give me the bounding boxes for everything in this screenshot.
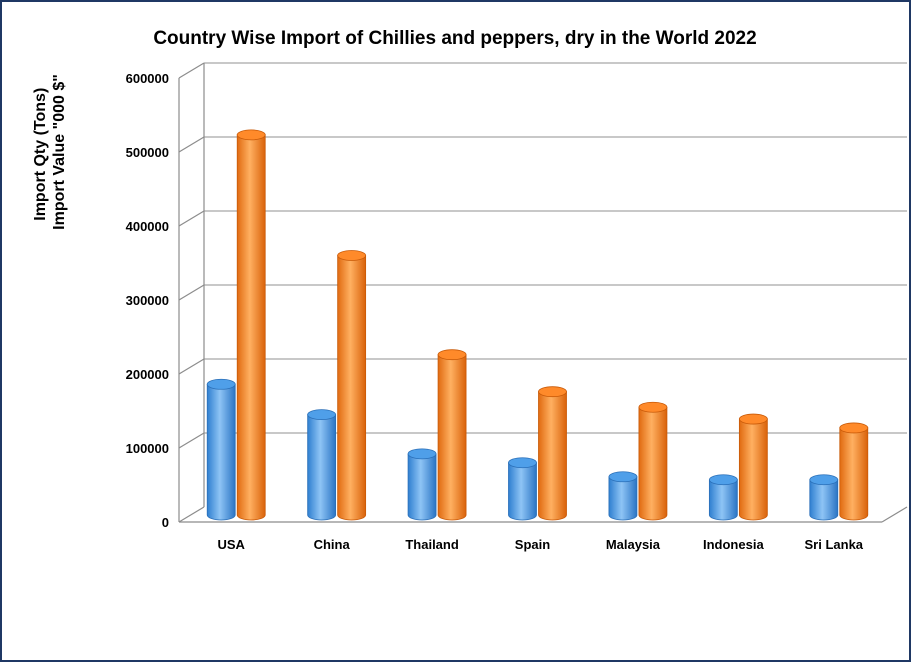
grid-diagonal (178, 210, 205, 227)
bar-body (839, 427, 869, 521)
bar-series1-china (307, 409, 337, 521)
bar-top (407, 448, 437, 460)
x-tick-label: Spain (515, 537, 550, 552)
y-tick-label: 300000 (126, 293, 169, 308)
y-tick-label: 0 (162, 515, 169, 530)
bar-body (608, 476, 638, 521)
bars (206, 129, 869, 521)
bar-top (809, 474, 839, 486)
y-tick-label: 100000 (126, 441, 169, 456)
grid-diagonal (178, 358, 205, 375)
bar-body (809, 479, 839, 521)
bar-series2-usa (236, 129, 266, 521)
bar-body (738, 418, 768, 521)
bar-top (337, 250, 367, 261)
bar-top (437, 349, 467, 361)
x-tick-label: Indonesia (703, 537, 764, 552)
bar-body (307, 414, 337, 521)
x-tick-label: USA (217, 537, 245, 552)
bar-body (638, 406, 668, 521)
grid-diagonal (178, 506, 205, 523)
bar-body (437, 354, 467, 521)
bar-series2-spain (538, 386, 567, 521)
bar-body (337, 255, 367, 521)
bar-body (508, 462, 537, 521)
bar-series2-sri-lanka (839, 422, 869, 521)
y-tick-labels: 0 100000 200000 300000 400000 500000 600000 (126, 71, 169, 530)
y-axis-label-line1: Import Qty (Tons) (32, 88, 49, 221)
bar-top (307, 409, 337, 421)
y-axis-label: Import Qty (Tons) Import Value "000 $" (32, 74, 68, 230)
x-tick-label: Sri Lanka (805, 537, 864, 552)
bar-series2-thailand (437, 349, 467, 521)
y-tick-label: 200000 (126, 367, 169, 382)
floor-right-edge (881, 506, 908, 523)
bar-series1-usa (206, 378, 236, 521)
x-tick-label: Malaysia (606, 537, 661, 552)
bar-top (236, 129, 266, 141)
bar-series1-thailand (407, 448, 437, 521)
bar-body (538, 391, 567, 521)
bar-series1-indonesia (708, 474, 738, 521)
bar-top (206, 378, 236, 390)
bar-series1-sri-lanka (809, 474, 839, 521)
bar-top (608, 471, 638, 483)
bar-body (407, 453, 437, 521)
grid-diagonal (178, 62, 205, 79)
bar-series1-spain (508, 457, 537, 521)
bar-series2-indonesia (738, 413, 768, 521)
bar-body (236, 134, 266, 521)
bar-top (738, 413, 768, 425)
bar-top (538, 386, 567, 398)
y-tick-label: 600000 (126, 71, 169, 86)
x-tick-label: China (314, 537, 351, 552)
bar-series1-malaysia (608, 471, 638, 521)
grid-diagonal (178, 136, 205, 153)
bar-top (839, 422, 869, 434)
x-tick-labels: USA China Thailand Spain Malaysia Indonesia Sr… (217, 537, 863, 552)
y-tick-label: 400000 (126, 219, 169, 234)
bar-body (206, 383, 236, 521)
bar-top (638, 401, 668, 413)
bar-body (708, 479, 738, 521)
x-tick-label: Thailand (405, 537, 459, 552)
bar-top (708, 474, 738, 486)
grid-diagonal (178, 432, 205, 449)
chart-title: Country Wise Import of Chillies and pepp… (153, 28, 756, 49)
bar-series2-china (337, 250, 367, 521)
y-tick-label: 500000 (126, 145, 169, 160)
grid-diagonal (178, 284, 205, 301)
bar-top (508, 457, 537, 469)
bar-series2-malaysia (638, 401, 668, 521)
y-axis-label-line2: Import Value "000 $" (51, 74, 68, 230)
